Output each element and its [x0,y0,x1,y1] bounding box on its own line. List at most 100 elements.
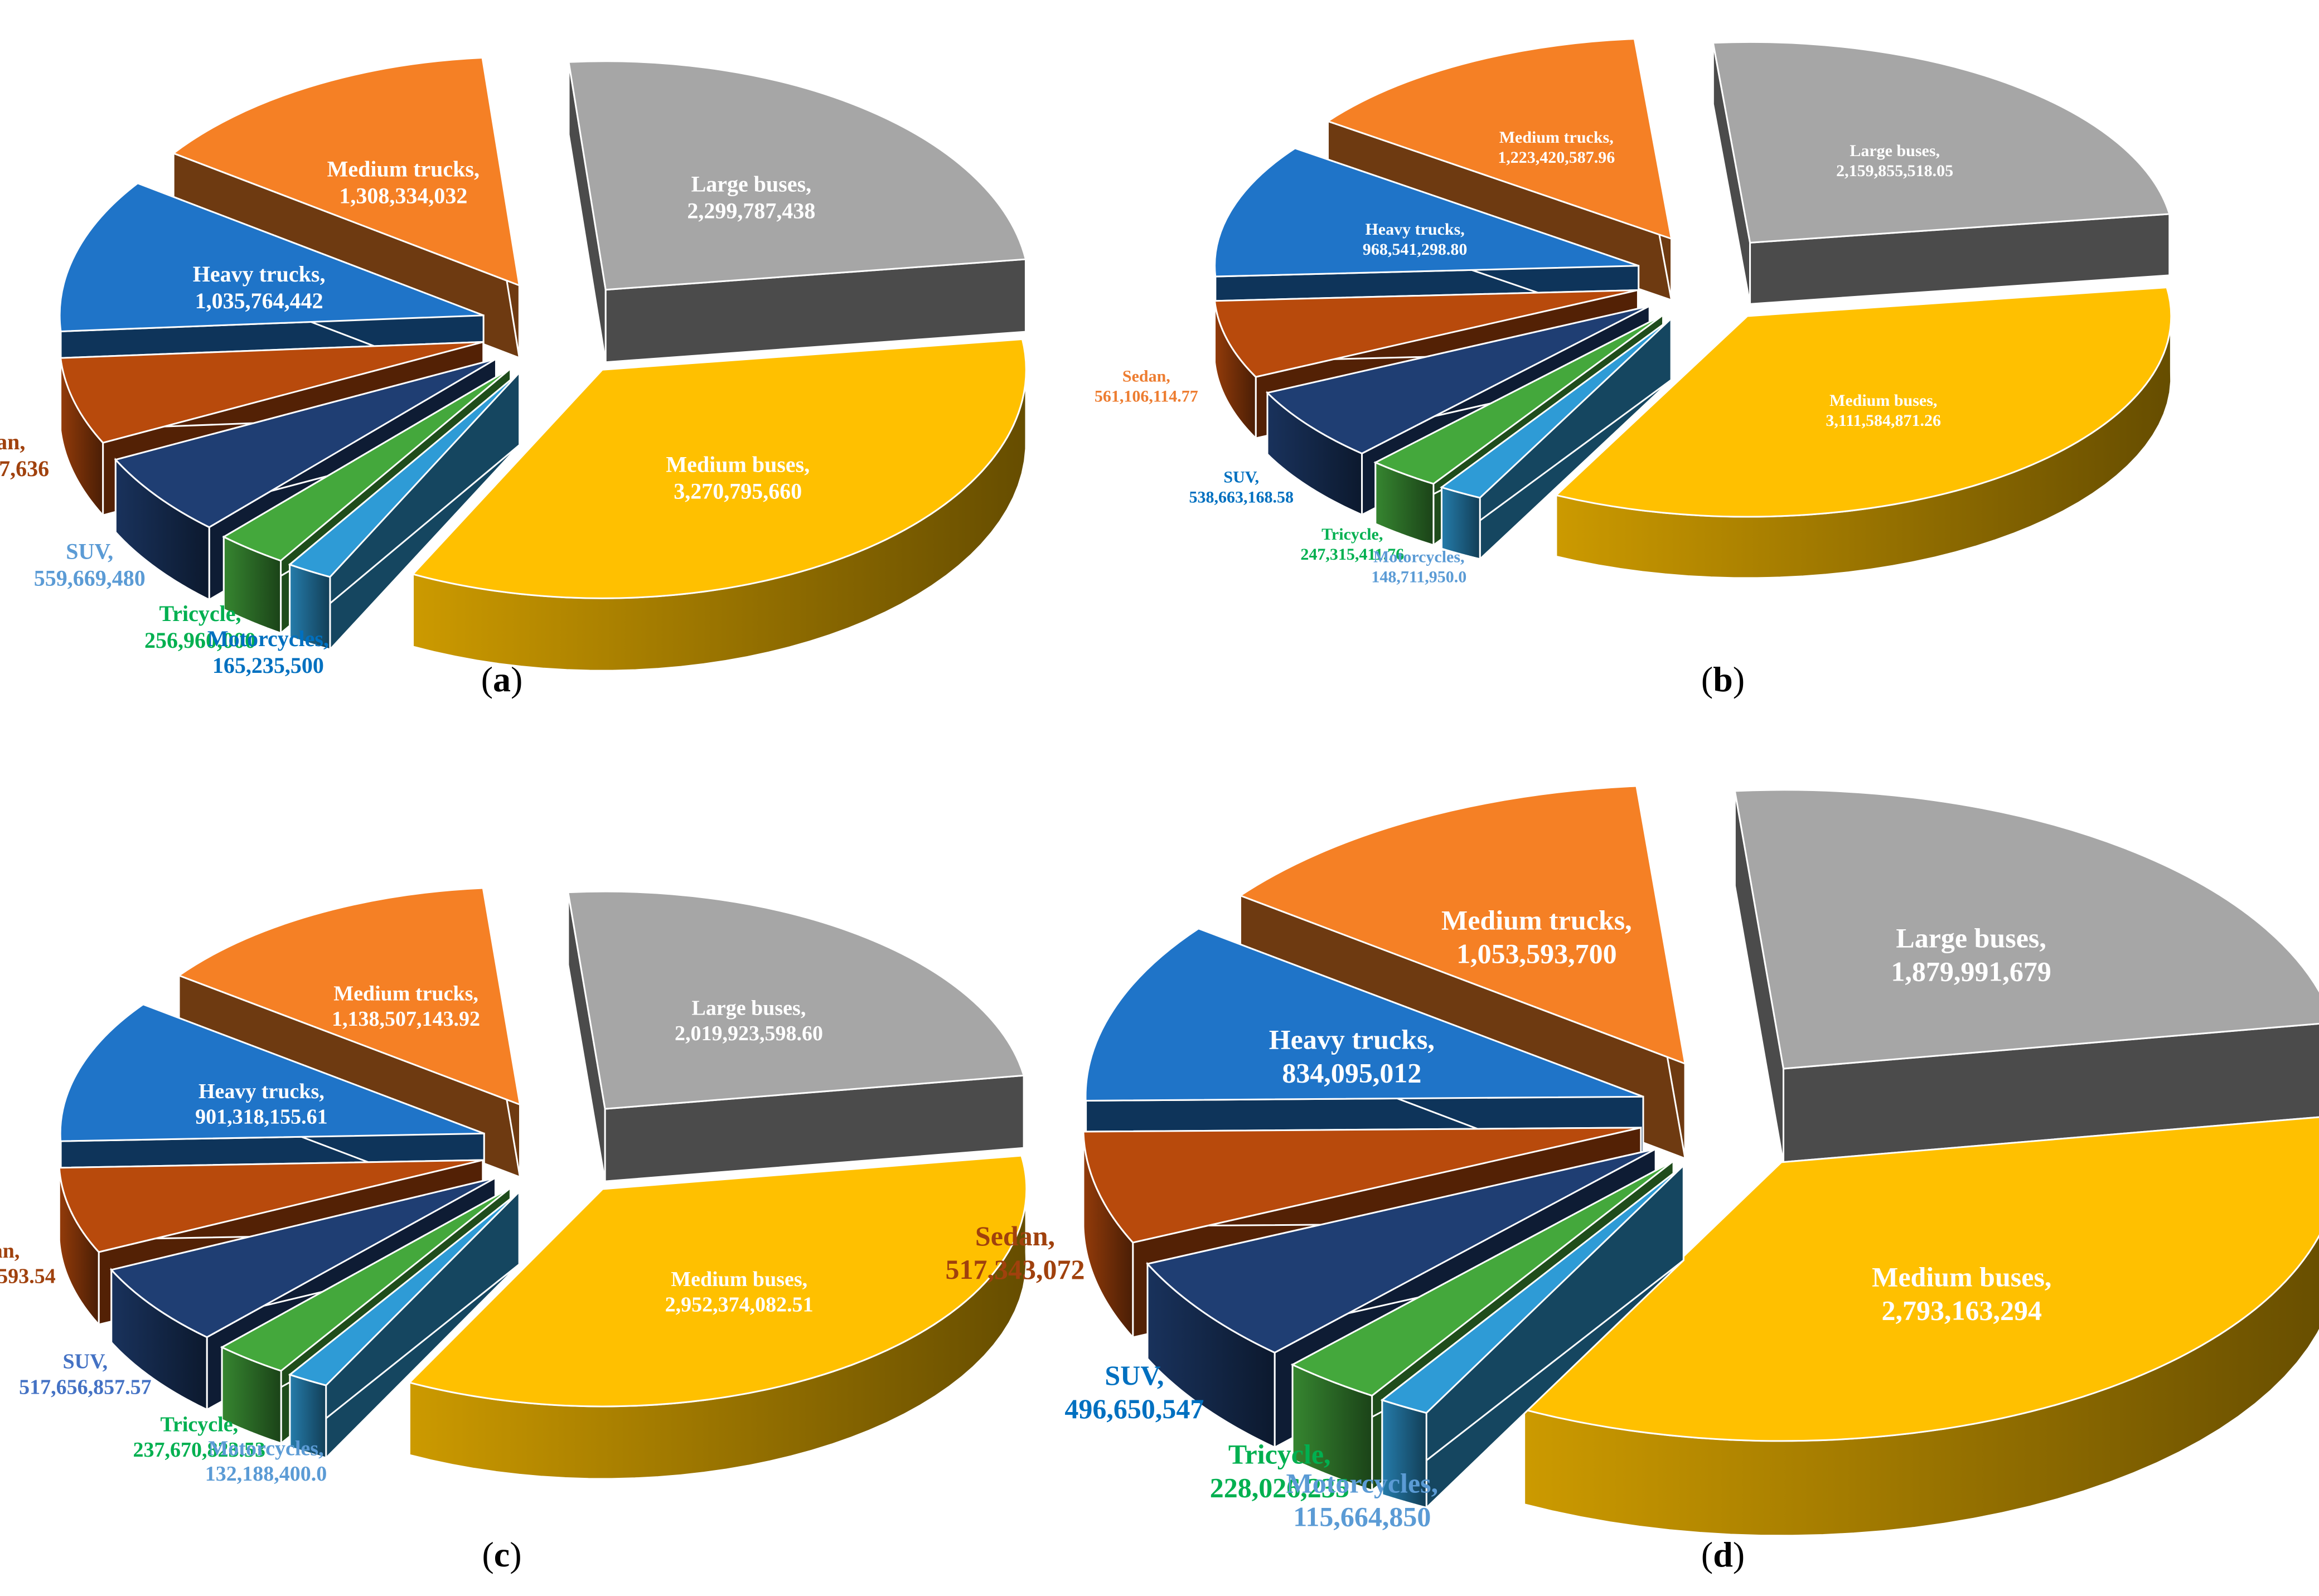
data-label-value: 517,656,857.57 [19,1375,152,1399]
data-label-name: Medium buses, [1829,391,1937,410]
data-label-value: 256,960,000 [144,628,256,653]
data-label-name: SUV, [1105,1360,1164,1391]
data-label-name: Sedan, [975,1220,1055,1251]
slice-medium_buses [1522,1116,2319,1537]
slice-top [1082,1127,1642,1244]
slice-top [114,358,497,528]
data-label-name: Medium trucks, [327,156,480,181]
data-label-tricycle: Tricycle, 237,670,823.53 [133,1413,266,1462]
data-label-value: 539,224,593.54 [0,1265,56,1288]
data-label-name: Tricycle, [1321,525,1383,544]
data-label-suv: SUV, 538,663,168.58 [1189,468,1294,506]
data-label-name: Motorcycles, [207,626,329,651]
data-label-medium_trucks: Medium trucks, 1,308,334,032 [327,156,480,208]
panel-caption-paren: ( [481,659,493,699]
data-label-name: Heavy trucks, [199,1080,325,1103]
data-label-value: 834,095,012 [1282,1057,1421,1089]
data-label-heavy_trucks: Heavy trucks, 1,035,764,442 [193,261,326,313]
slice-top [408,1154,1028,1408]
panel-caption-b: (b) [1701,659,1745,699]
panel-caption-paren: ) [1733,1535,1745,1574]
data-label-suv: SUV, 496,650,547 [1064,1360,1204,1424]
data-label-sedan: Sedan,582,987,636 [0,429,49,481]
data-label-value: 247,315,411.76 [1300,545,1404,564]
data-label-large_buses: Large buses, 1,879,991,679 [1891,922,2051,987]
data-label-motorcycles: Motorcycles, 148,711,950.0 [1371,547,1466,586]
slice-top [172,56,521,287]
panel-caption-paren: ) [1733,659,1745,699]
slice-top [177,887,521,1106]
slice-top [1734,789,2319,1070]
data-label-name: Large buses, [692,996,806,1020]
data-label-medium_buses: Medium buses, 3,270,795,660 [666,452,810,504]
data-label-name: Large buses, [1850,142,1940,160]
data-label-name: Medium trucks, [333,982,478,1005]
chart-layer [58,38,2319,1537]
panel-caption-letter: b [1713,659,1733,699]
data-label-heavy_trucks: Heavy trucks, 834,095,012 [1269,1024,1435,1089]
slice-top [1440,318,1672,499]
slice-top [1373,314,1664,485]
slice-motorcycles [1380,1163,1684,1510]
data-label-medium_trucks: Medium trucks, 1,053,593,700 [1441,904,1632,969]
data-label-value: 538,663,168.58 [1189,488,1294,506]
slice-motorcycles [1440,317,1672,561]
data-label-value: 517,343,072 [945,1254,1085,1285]
data-label-large_buses: Large buses, 2,299,787,438 [687,172,815,224]
data-label-value: 3,270,795,660 [674,479,802,504]
pie-chart-a [59,56,1027,672]
panel-caption-paren: ) [511,659,522,699]
slice-motorcycles [288,1190,520,1460]
data-label-name: Large buses, [691,172,812,197]
data-label-value: 132,188,400.0 [205,1462,327,1486]
data-label-name: Heavy trucks, [1365,220,1464,239]
data-label-motorcycles: Motorcycles, 132,188,400.0 [205,1437,327,1486]
slice-top [1265,305,1650,455]
data-label-heavy_trucks: Heavy trucks, 968,541,298.80 [1363,220,1468,259]
data-label-name: SUV, [66,539,113,564]
data-label-name: Sedan, [0,1239,20,1263]
data-label-tricycle: Tricycle, 228,026,235 [1210,1439,1349,1503]
slice-top [1238,785,1687,1065]
panel-caption-letter: c [494,1535,510,1574]
panel-caption-letter: d [1713,1535,1733,1574]
data-label-value: 165,235,500 [212,653,324,678]
data-label-tricycle: Tricycle, 247,315,411.76 [1300,525,1404,564]
slice-top [109,1177,496,1338]
data-label-large_buses: Large buses, 2,159,855,518.05 [1836,142,1953,180]
slice-top [1522,1116,2319,1442]
data-label-value: 582,987,636 [0,456,49,481]
slice-medium_buses [1554,286,2172,579]
data-label-name: Sedan, [1122,367,1170,386]
data-label-value: 2,299,787,438 [687,198,815,224]
data-label-value: 1,879,991,679 [1891,955,2051,987]
slice-medium_buses [411,338,1027,672]
slice-top [567,890,1025,1110]
slice-motorcycles [288,370,521,652]
data-label-name: Sedan, [0,429,25,454]
data-label-name: Motorcycles, [1373,547,1465,566]
data-label-value: 2,019,923,598.60 [675,1022,823,1045]
data-label-suv: SUV, 517,656,857.57 [19,1350,152,1399]
data-label-name: SUV, [1223,468,1259,486]
data-label-name: Motorcycles, [208,1437,323,1460]
data-label-value: 148,711,950.0 [1371,567,1466,586]
slice-top [1214,147,1639,278]
slice-top [568,60,1027,291]
data-label-medium_trucks: Medium trucks, 1,138,507,143.92 [332,982,480,1031]
slice-top [59,1003,485,1142]
slice-top [1290,1160,1674,1397]
slice-top [1146,1148,1656,1354]
data-label-value: 2,159,855,518.05 [1836,162,1953,180]
slice-top [222,367,511,562]
data-label-value: 237,670,823.53 [133,1438,266,1462]
slice-medium_buses [408,1154,1028,1480]
panel-caption-c: (c) [482,1535,521,1574]
slice-top [1213,289,1638,378]
data-label-value: 559,669,480 [34,565,146,590]
data-label-name: Medium buses, [666,452,810,477]
panel-caption-paren: ( [1701,1535,1713,1574]
slice-top [1554,286,2172,518]
data-label-sedan: Sedan, 561,106,114.77 [1095,367,1198,406]
data-label-tricycle: Tricycle, 256,960,000 [144,601,256,653]
